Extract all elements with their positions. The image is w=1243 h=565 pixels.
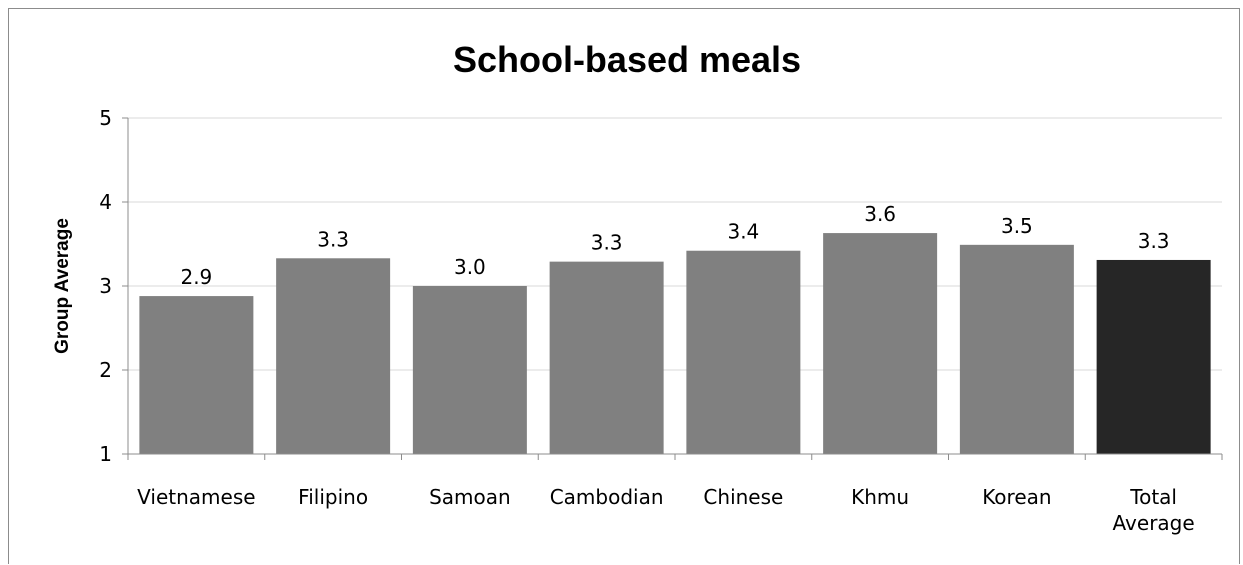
category-label-line: Korean bbox=[982, 485, 1051, 509]
bar-7 bbox=[1096, 259, 1211, 454]
data-label: 3.3 bbox=[317, 227, 349, 251]
category-label-line: Cambodian bbox=[550, 485, 664, 509]
y-tick-label: 2 bbox=[99, 358, 112, 382]
category-label-line: Average bbox=[1113, 511, 1195, 535]
bars bbox=[139, 233, 1211, 454]
bar-1 bbox=[276, 258, 391, 454]
data-label: 2.9 bbox=[180, 265, 212, 289]
data-label: 3.3 bbox=[591, 231, 623, 255]
category-label: Vietnamese bbox=[137, 485, 255, 509]
data-label: 3.3 bbox=[1138, 229, 1170, 253]
category-label: Samoan bbox=[429, 485, 511, 509]
y-tick-label: 1 bbox=[99, 442, 112, 466]
data-label: 3.5 bbox=[1001, 214, 1033, 238]
category-label-line: Chinese bbox=[703, 485, 783, 509]
category-label-line: Vietnamese bbox=[137, 485, 255, 509]
chart-title: School-based meals bbox=[453, 39, 801, 80]
y-axis-label: Group Average bbox=[52, 218, 73, 354]
bar-3 bbox=[549, 261, 664, 454]
bar-2 bbox=[412, 286, 527, 454]
bar-0 bbox=[139, 296, 254, 454]
data-label: 3.4 bbox=[727, 220, 759, 244]
category-label: Filipino bbox=[298, 485, 368, 509]
axes bbox=[122, 117, 1223, 460]
category-label-line: Khmu bbox=[851, 485, 909, 509]
y-tick-label: 4 bbox=[99, 190, 112, 214]
category-label: Khmu bbox=[851, 485, 909, 509]
bar-4 bbox=[686, 250, 801, 454]
bar-6 bbox=[959, 244, 1074, 454]
category-label-line: Filipino bbox=[298, 485, 368, 509]
category-label: Korean bbox=[982, 485, 1051, 509]
y-tick-label: 5 bbox=[99, 106, 112, 130]
data-label: 3.6 bbox=[864, 202, 896, 226]
category-label: Chinese bbox=[703, 485, 783, 509]
data-label: 3.0 bbox=[454, 255, 486, 279]
labels: 1 2 3 4 5 2.9 Vietnamese 3.3 Filipino 3.0 Samoan 3.… bbox=[99, 106, 1194, 535]
y-tick-label: 3 bbox=[99, 274, 112, 298]
category-label-line: Total bbox=[1129, 485, 1177, 509]
category-label: Total Average bbox=[1113, 485, 1195, 535]
bar-5 bbox=[823, 233, 938, 454]
category-label-line: Samoan bbox=[429, 485, 511, 509]
category-label: Cambodian bbox=[550, 485, 664, 509]
